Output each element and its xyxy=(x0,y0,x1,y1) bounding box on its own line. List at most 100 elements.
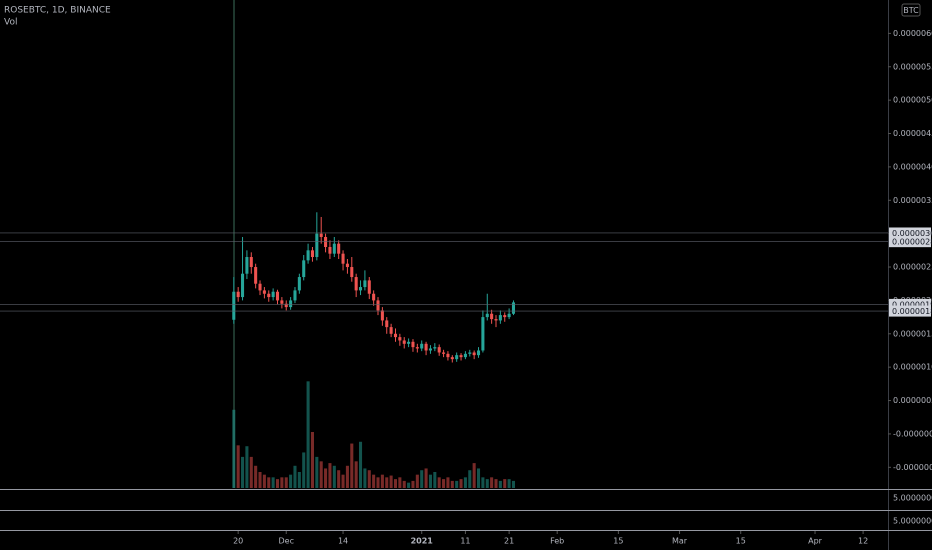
volume-bar xyxy=(354,461,358,488)
x-tick-label: 21 xyxy=(504,537,514,546)
volume-bar xyxy=(398,477,402,488)
candle-body xyxy=(511,302,516,314)
candle-body xyxy=(424,343,428,351)
y-tick-label: 0.00000500 xyxy=(893,96,932,105)
price-label-box xyxy=(889,236,931,248)
candle-body xyxy=(376,300,380,311)
x-tick-label: 15 xyxy=(613,537,623,546)
candle-body xyxy=(262,290,266,294)
pane-label: 5.00000000 xyxy=(893,494,932,503)
candle-body xyxy=(345,263,349,268)
candle-body xyxy=(428,348,432,351)
volume-bar xyxy=(455,480,459,488)
volume-bar xyxy=(341,474,345,488)
candle-body xyxy=(503,315,507,318)
volume-bar xyxy=(415,474,419,488)
candle-body xyxy=(485,313,489,318)
candle-body xyxy=(258,283,262,291)
volume-bar xyxy=(507,479,511,488)
candle-body xyxy=(402,340,406,344)
candle-body xyxy=(350,267,354,278)
candle-body xyxy=(433,347,437,349)
y-tick-label: 0.00000050 xyxy=(893,396,932,405)
x-tick-label: Apr xyxy=(808,537,823,546)
volume-bar xyxy=(236,445,240,488)
y-tick-label: 0.00000100 xyxy=(893,363,932,372)
volume-bar xyxy=(319,461,323,488)
candle-body xyxy=(306,250,310,261)
candle-body xyxy=(324,236,328,248)
candle-body xyxy=(267,293,271,298)
candle-body xyxy=(380,310,384,321)
candle-body xyxy=(249,257,253,268)
candle-body xyxy=(293,290,297,301)
volume-bar xyxy=(376,477,380,488)
volume-bar xyxy=(463,477,467,488)
volume-bar xyxy=(459,479,463,488)
x-tick-label: 2021 xyxy=(411,537,434,546)
x-tick-label: Feb xyxy=(550,537,564,546)
candle-body xyxy=(328,247,332,254)
price-label: 0.00000288 xyxy=(892,238,932,247)
y-tick-label: 0.00000600 xyxy=(893,29,932,38)
volume-bar xyxy=(385,477,389,488)
volume-bar xyxy=(345,465,349,488)
volume-bar xyxy=(380,474,384,488)
price-label-box xyxy=(889,298,931,310)
candle-body xyxy=(241,273,245,298)
volume-bar xyxy=(359,441,363,488)
y-tick-label: 0.00000150 xyxy=(893,329,932,338)
volume-bar xyxy=(245,446,249,488)
candle-body xyxy=(389,327,393,334)
candle-body xyxy=(398,337,402,341)
candle-body xyxy=(310,250,314,258)
y-tick-label: -0.00000000 xyxy=(893,429,932,438)
currency-button[interactable] xyxy=(901,3,921,17)
candle-body xyxy=(354,277,358,291)
candle-body xyxy=(446,353,450,358)
volume-bar xyxy=(262,474,266,488)
volume-bar xyxy=(446,477,450,488)
volume-bar xyxy=(302,452,306,488)
x-tick-label: 11 xyxy=(460,537,470,546)
candle-body xyxy=(297,277,301,291)
candle-body xyxy=(463,353,467,358)
volume-bar xyxy=(481,477,485,488)
candle-body xyxy=(302,260,306,278)
volume-bar xyxy=(476,468,481,488)
candle-body xyxy=(254,267,258,284)
y-tick-label: 0.00000350 xyxy=(893,196,932,205)
candle-body xyxy=(476,350,481,356)
volume-bar xyxy=(511,480,516,488)
y-tick-label: 0.00000400 xyxy=(893,162,932,171)
candle-body xyxy=(232,291,236,320)
candle-body xyxy=(481,317,485,351)
volume-bar xyxy=(306,381,310,488)
candle-body xyxy=(498,315,502,321)
symbol-title: ROSEBTC, 1D, BINANCE xyxy=(4,6,111,16)
volume-bar xyxy=(350,443,354,488)
volume-bar xyxy=(437,477,441,488)
volume-bar xyxy=(293,465,297,488)
x-tick-label: 14 xyxy=(338,537,348,546)
candle-body xyxy=(289,300,293,308)
volume-bar xyxy=(433,472,437,488)
candle-body xyxy=(455,355,459,360)
candle-body xyxy=(415,347,419,349)
volume-bar xyxy=(363,468,367,488)
volume-bar xyxy=(254,465,258,488)
volume-bar xyxy=(275,479,280,488)
candle-body xyxy=(319,233,323,237)
candle-body xyxy=(385,320,389,328)
candle-body xyxy=(359,287,363,291)
candle-body xyxy=(341,253,345,264)
volume-bar xyxy=(271,477,275,488)
volume-bar xyxy=(372,474,376,488)
currency-button-label[interactable]: BTC xyxy=(903,6,919,15)
candle-body xyxy=(315,233,319,258)
volume-bar xyxy=(367,470,371,488)
x-tick-label: 15 xyxy=(736,537,746,546)
